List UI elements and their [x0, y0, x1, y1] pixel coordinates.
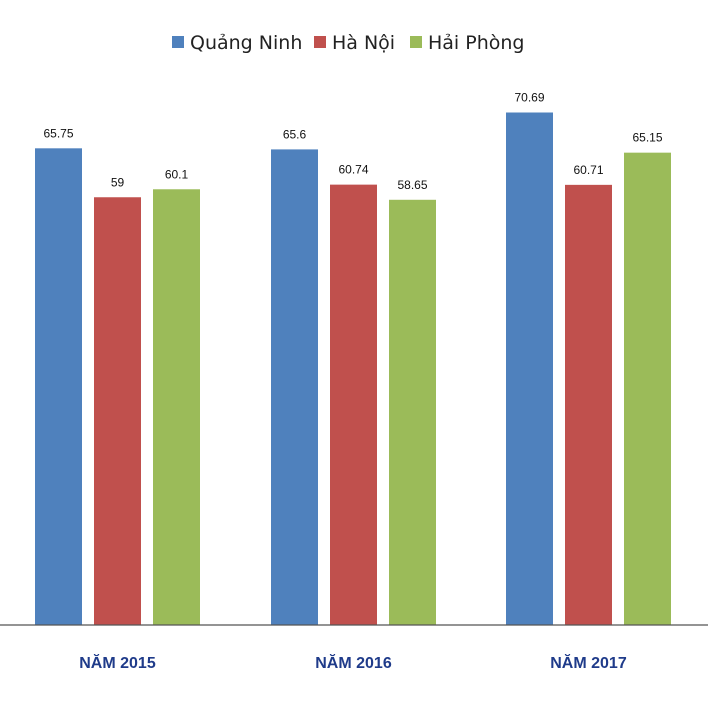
legend-swatch: [172, 36, 184, 48]
data-label: 65.75: [43, 126, 73, 140]
data-label: 60.74: [338, 163, 368, 177]
legend-label: Quảng Ninh: [190, 32, 302, 54]
bar: [35, 148, 82, 625]
category-labels: NĂM 2015 NĂM 2016 NĂM 2017: [79, 653, 627, 672]
category-label: NĂM 2015: [79, 653, 156, 672]
category-label: NĂM 2016: [315, 653, 392, 672]
bars: [35, 112, 671, 626]
bar: [330, 184, 377, 625]
data-label: 58.65: [397, 178, 427, 192]
data-label: 59: [111, 175, 125, 189]
data-label: 65.6: [283, 127, 307, 141]
bar: [624, 152, 671, 625]
legend-label: Hà Nội: [332, 32, 395, 54]
legend-swatch: [410, 36, 422, 48]
data-label: 60.71: [573, 163, 603, 177]
bar: [153, 189, 200, 625]
data-label: 60.1: [165, 167, 189, 181]
data-label: 70.69: [514, 90, 544, 104]
category-label: NĂM 2017: [550, 653, 627, 672]
bar: [271, 149, 318, 625]
legend: Quảng Ninh Hà Nội Hải Phòng: [172, 32, 524, 54]
bar: [565, 184, 612, 626]
data-label: 65.15: [632, 131, 662, 145]
legend-label: Hải Phòng: [428, 32, 524, 54]
value-labels: 65.75 59 60.1 65.6 60.74 58.65 70.69 60.71 65.15: [43, 90, 662, 191]
bar: [506, 112, 553, 625]
bar: [94, 197, 141, 625]
legend-swatch: [314, 36, 326, 48]
bar: [389, 199, 436, 625]
